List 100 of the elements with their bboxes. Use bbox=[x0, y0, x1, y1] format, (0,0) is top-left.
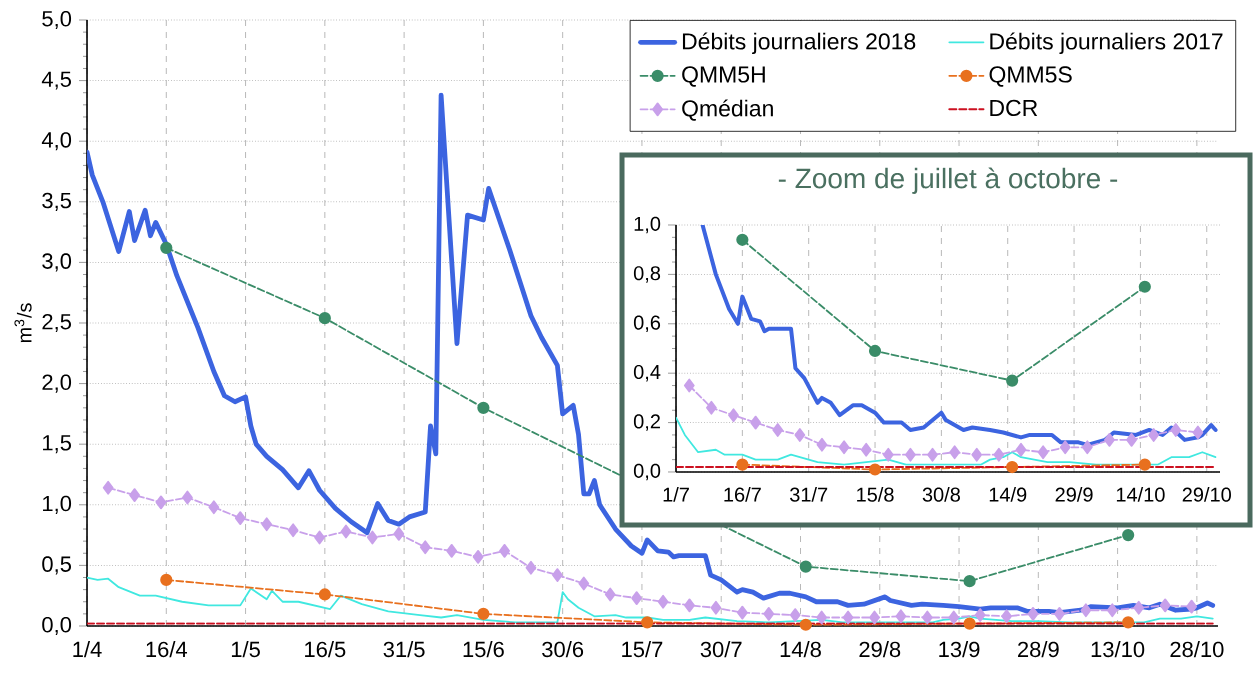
legend-label: QMM5S bbox=[989, 66, 1072, 87]
point bbox=[287, 523, 299, 538]
point bbox=[1059, 440, 1071, 455]
y-tick-label: 2,5 bbox=[42, 313, 71, 333]
point bbox=[1159, 598, 1171, 613]
chart-title: - Zoom de juillet à octobre - bbox=[778, 167, 1118, 194]
point bbox=[684, 598, 695, 613]
point bbox=[1081, 440, 1093, 455]
x-tick-label: 14/9 bbox=[989, 487, 1027, 502]
point bbox=[472, 550, 484, 564]
x-tick-label: 14/8 bbox=[780, 641, 821, 658]
point bbox=[1133, 600, 1145, 615]
point bbox=[868, 463, 882, 476]
point bbox=[1080, 603, 1092, 618]
point bbox=[710, 600, 722, 615]
point bbox=[868, 344, 882, 358]
y-tick-label: 0,0 bbox=[42, 616, 72, 636]
point bbox=[838, 440, 850, 455]
point bbox=[799, 560, 812, 573]
y-tick-label: 0,2 bbox=[633, 414, 660, 431]
x-tick-label: 15/6 bbox=[463, 641, 504, 658]
x-tick-label: 14/10 bbox=[1116, 487, 1165, 502]
x-tick-label: 1/4 bbox=[73, 641, 102, 658]
point bbox=[1186, 599, 1197, 614]
legend-label: Qmédian bbox=[682, 99, 773, 121]
point bbox=[927, 447, 938, 462]
point bbox=[772, 423, 784, 437]
point bbox=[367, 530, 378, 545]
point bbox=[1126, 432, 1137, 447]
point bbox=[799, 618, 812, 631]
x-tick-label: 30/6 bbox=[542, 641, 584, 658]
point bbox=[477, 607, 490, 620]
point bbox=[1037, 445, 1049, 460]
y-tick-label: 4,5 bbox=[41, 71, 71, 90]
x-tick-label: 16/7 bbox=[724, 487, 761, 502]
legend-label: Débits journaliers 2018 bbox=[682, 32, 916, 55]
point bbox=[551, 568, 563, 582]
point bbox=[869, 610, 880, 625]
legend-label: DCR bbox=[990, 99, 1038, 117]
point bbox=[763, 606, 775, 621]
point bbox=[683, 378, 695, 393]
x-tick-label: 28/10 bbox=[1170, 641, 1224, 658]
point bbox=[631, 591, 643, 606]
point bbox=[657, 594, 669, 609]
point bbox=[1192, 425, 1204, 440]
point bbox=[993, 447, 1005, 462]
y-tick-label: 1,0 bbox=[634, 216, 661, 234]
point bbox=[525, 560, 537, 575]
point bbox=[160, 241, 173, 254]
x-tick-label: 16/4 bbox=[146, 641, 188, 658]
point bbox=[816, 610, 828, 625]
point bbox=[736, 605, 748, 620]
y-tick-label: 5,0 bbox=[42, 10, 72, 30]
y-tick-label: 0,4 bbox=[633, 364, 661, 382]
point bbox=[477, 401, 490, 414]
point bbox=[641, 616, 654, 629]
point bbox=[949, 445, 961, 460]
point bbox=[208, 500, 220, 515]
point bbox=[1122, 616, 1135, 629]
point bbox=[895, 609, 907, 624]
x-tick-label: 16/5 bbox=[305, 641, 346, 658]
x-tick-label: 29/10 bbox=[1182, 487, 1231, 502]
x-tick-label: 31/7 bbox=[789, 487, 828, 502]
point bbox=[1122, 528, 1135, 542]
point bbox=[261, 517, 273, 532]
legend-label: Débits journaliers 2017 bbox=[990, 32, 1223, 55]
point bbox=[842, 610, 854, 625]
point bbox=[1138, 280, 1151, 293]
y-tick-label: 3,0 bbox=[42, 253, 72, 272]
x-tick-label: 15/8 bbox=[857, 487, 894, 502]
x-tick-label: 29/8 bbox=[859, 641, 901, 658]
point bbox=[393, 526, 405, 541]
y-tick-label: 0,8 bbox=[633, 266, 661, 283]
point bbox=[499, 543, 510, 558]
point bbox=[816, 437, 828, 452]
point bbox=[789, 608, 801, 622]
x-tick-label: 30/8 bbox=[922, 487, 960, 502]
x-tick-label: 13/10 bbox=[1091, 641, 1145, 658]
point bbox=[604, 587, 616, 602]
point bbox=[750, 415, 762, 430]
point bbox=[921, 610, 933, 625]
point bbox=[160, 573, 173, 587]
y-tick-label: 2,0 bbox=[42, 374, 72, 393]
y-tick-label: 0,0 bbox=[633, 463, 661, 481]
x-tick-label: 31/5 bbox=[383, 641, 425, 658]
point bbox=[705, 400, 717, 415]
point bbox=[728, 408, 739, 423]
x-tick-label: 28/9 bbox=[1018, 641, 1059, 658]
point bbox=[419, 540, 431, 555]
y-axis-title: m$^{3}$/s bbox=[14, 303, 32, 343]
point bbox=[1001, 609, 1012, 624]
point bbox=[971, 447, 983, 462]
legend-label: QMM5H bbox=[682, 66, 765, 87]
y-tick-label: 4,0 bbox=[41, 132, 72, 151]
point bbox=[1027, 606, 1039, 621]
point bbox=[882, 447, 894, 462]
y-tick-label: 0,6 bbox=[633, 315, 661, 333]
point bbox=[446, 543, 458, 558]
y-tick-label: 1,0 bbox=[43, 495, 72, 514]
point bbox=[1015, 442, 1027, 457]
